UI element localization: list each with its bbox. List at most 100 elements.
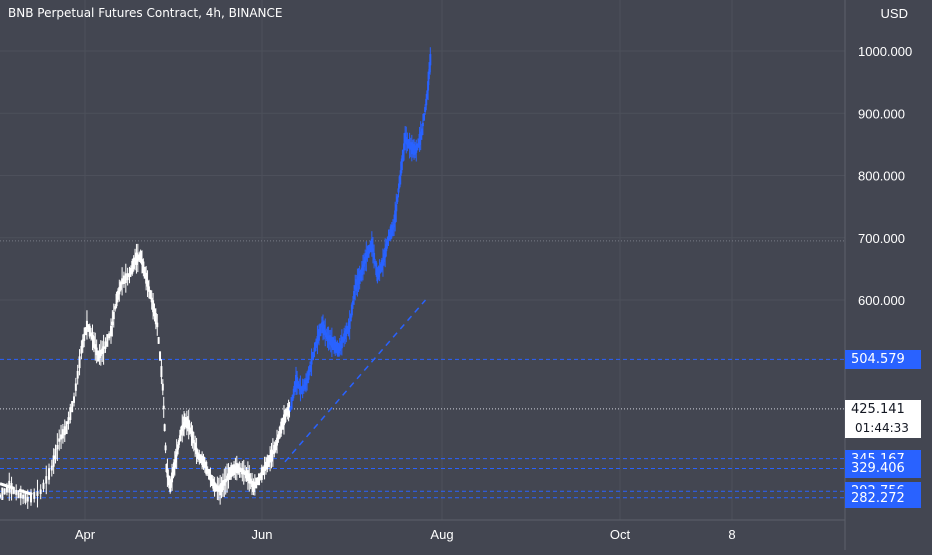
projection-candle bbox=[355, 279, 358, 291]
projection-candle bbox=[306, 378, 309, 384]
projection-candle bbox=[425, 98, 428, 106]
time-tick-label: Aug bbox=[430, 527, 453, 542]
history-candle bbox=[101, 348, 104, 355]
projection-candle bbox=[419, 131, 422, 140]
history-candle bbox=[239, 468, 242, 473]
projection-candle bbox=[350, 304, 353, 316]
history-candle bbox=[270, 449, 273, 462]
projection-candle bbox=[307, 369, 310, 380]
history-candle bbox=[76, 370, 79, 379]
history-candle bbox=[262, 466, 265, 476]
projection-candle bbox=[365, 253, 368, 260]
history-candle bbox=[129, 267, 132, 275]
history-candle bbox=[22, 494, 25, 499]
history-candle bbox=[150, 297, 153, 303]
history-candle bbox=[233, 464, 236, 476]
history-candle bbox=[124, 273, 127, 284]
history-candle bbox=[45, 476, 48, 484]
history-candle bbox=[179, 429, 182, 442]
history-candle bbox=[251, 480, 254, 488]
projection-candle bbox=[428, 62, 431, 75]
history-candle bbox=[99, 349, 102, 357]
history-candle bbox=[17, 490, 20, 499]
history-candle bbox=[281, 417, 284, 430]
projection-candle bbox=[323, 324, 326, 336]
history-candle bbox=[161, 383, 164, 391]
history-candle bbox=[19, 492, 22, 499]
history-candle bbox=[54, 448, 57, 460]
history-candle bbox=[166, 468, 169, 478]
projection-candle bbox=[357, 276, 360, 284]
history-candle bbox=[208, 469, 211, 480]
projection-candle bbox=[345, 328, 348, 336]
history-candle bbox=[162, 405, 165, 410]
projection-candle bbox=[290, 397, 293, 410]
projection-candle bbox=[403, 143, 406, 151]
history-candle bbox=[154, 313, 157, 325]
projection-candle bbox=[313, 347, 316, 353]
projection-candle bbox=[375, 262, 378, 276]
history-candle bbox=[264, 461, 267, 470]
history-candle bbox=[227, 473, 230, 479]
history-candle bbox=[173, 459, 176, 468]
history-candle bbox=[223, 479, 226, 486]
projection-candle bbox=[309, 365, 312, 372]
history-candle bbox=[156, 322, 159, 328]
projection-candle bbox=[390, 224, 393, 236]
projection-candle bbox=[316, 336, 319, 344]
history-candle bbox=[60, 434, 63, 440]
projection-candle bbox=[406, 139, 409, 145]
history-candle bbox=[83, 333, 86, 341]
projection-candle bbox=[400, 158, 403, 171]
history-candle bbox=[219, 484, 222, 496]
history-candle bbox=[260, 467, 263, 480]
history-candle bbox=[228, 467, 231, 480]
projection-candle bbox=[325, 332, 328, 338]
history-candle bbox=[106, 334, 109, 347]
history-candle bbox=[134, 257, 137, 262]
history-candle bbox=[5, 485, 8, 493]
bar-countdown-label: 01:44:33 bbox=[845, 418, 921, 438]
history-candle bbox=[61, 429, 64, 439]
projection-candle bbox=[404, 132, 407, 144]
history-candle bbox=[84, 327, 87, 336]
history-candle bbox=[42, 482, 45, 489]
projection-candle bbox=[379, 263, 382, 272]
projection-candle bbox=[405, 137, 408, 143]
history-candle bbox=[88, 325, 91, 337]
history-candle bbox=[142, 261, 145, 274]
history-candle bbox=[282, 414, 285, 426]
history-candle bbox=[153, 308, 156, 317]
history-candle bbox=[149, 290, 152, 299]
history-candle bbox=[263, 465, 266, 471]
projection-candle bbox=[416, 143, 419, 151]
history-candle bbox=[108, 333, 111, 339]
projection-candle bbox=[417, 138, 420, 148]
projection-candle bbox=[387, 235, 390, 240]
history-candle bbox=[39, 489, 42, 494]
history-candle bbox=[58, 438, 61, 442]
projection-candle bbox=[373, 252, 376, 260]
projection-candle bbox=[393, 223, 396, 228]
history-candle bbox=[253, 481, 256, 488]
history-candle bbox=[115, 293, 118, 307]
projection-candle bbox=[395, 204, 398, 212]
projection-candle bbox=[341, 337, 344, 343]
history-candle bbox=[188, 423, 191, 432]
history-candle bbox=[116, 290, 119, 300]
history-candle bbox=[230, 465, 233, 478]
history-candle bbox=[277, 434, 280, 440]
history-candle bbox=[145, 272, 148, 284]
history-candle bbox=[71, 400, 74, 413]
history-candle bbox=[102, 346, 105, 354]
time-tick-label: Jun bbox=[252, 527, 273, 542]
history-candle bbox=[256, 477, 259, 485]
history-candle bbox=[212, 478, 215, 489]
history-candle bbox=[73, 396, 75, 403]
history-candle bbox=[177, 441, 180, 448]
time-tick-label: Apr bbox=[75, 527, 96, 542]
history-candle bbox=[91, 335, 94, 340]
history-candle bbox=[80, 345, 83, 354]
